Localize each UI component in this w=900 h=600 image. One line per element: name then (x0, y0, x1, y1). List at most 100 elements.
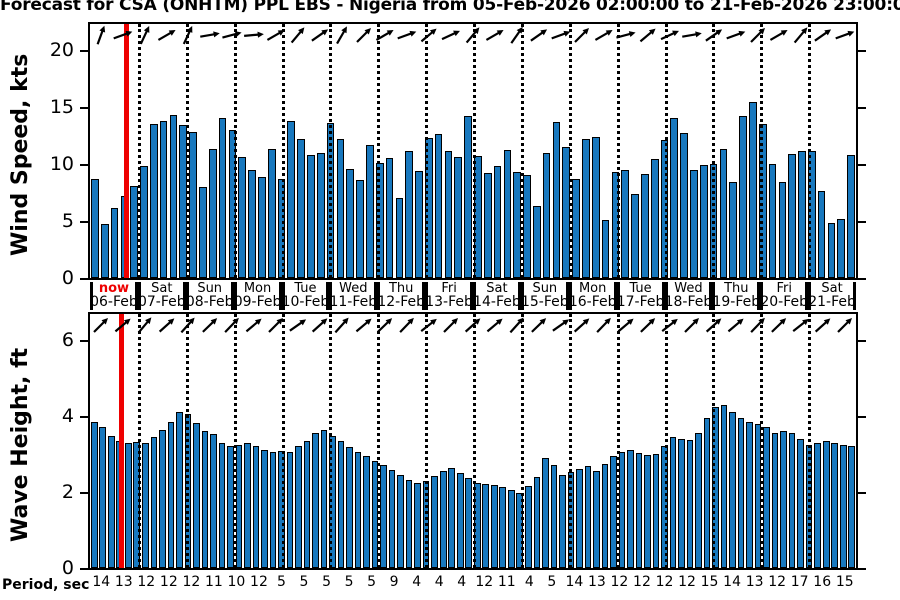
bar (678, 438, 685, 568)
bar (150, 124, 158, 278)
wind-direction-arrow (288, 25, 308, 45)
bar (652, 454, 660, 568)
wind-direction-arrow (833, 24, 856, 47)
bar (248, 169, 256, 278)
bar (768, 164, 777, 278)
now-line (123, 24, 129, 278)
bar (641, 174, 649, 278)
period-value: 5 (277, 574, 286, 590)
bar (439, 471, 447, 568)
bar (267, 149, 276, 278)
y-axis-tick (80, 50, 90, 52)
y-axis-tick (80, 164, 90, 166)
wind-direction-arrow (223, 316, 241, 334)
bar (258, 176, 266, 278)
bar (690, 169, 698, 278)
bar (385, 158, 394, 278)
bar (699, 165, 708, 278)
period-value: 13 (114, 574, 133, 590)
day-date-label: 15-Feb (520, 294, 569, 310)
period-value: 17 (790, 574, 809, 590)
bar (507, 490, 515, 568)
bar (788, 433, 796, 568)
day-cell: Sun 15-Feb (520, 282, 569, 310)
wind-direction-arrow (157, 316, 176, 335)
day-separator (473, 24, 476, 278)
bar (737, 417, 745, 568)
wave-height-plot: 0 2 4 6 (62, 312, 866, 579)
bar (490, 485, 498, 568)
day-date-label: 10-Feb (281, 294, 330, 310)
bar (297, 138, 305, 278)
day-of-week-label: Fri (776, 282, 792, 296)
day-date-label: 13-Feb (425, 294, 473, 310)
wind-direction-arrow (726, 315, 746, 335)
day-of-week-label: Wed (674, 282, 703, 296)
period-value: 12 (182, 574, 201, 590)
bar (798, 151, 806, 278)
bar (493, 166, 502, 278)
bar (631, 193, 639, 278)
day-date-label: 09-Feb (233, 294, 282, 310)
wind-direction-arrow (573, 26, 591, 44)
day-date-label: 12-Feb (377, 294, 426, 310)
wind-direction-arrow (638, 25, 658, 45)
bar (189, 132, 197, 278)
bar (303, 440, 311, 568)
day-separator (185, 24, 189, 278)
day-separator (520, 24, 524, 278)
period-strip: 14 13 12 12 12 11 10 12 5 5 5 5 5 9 4 4 4 12 11 4 5 14 13 12 12 1… (88, 574, 858, 598)
wind-direction-arrow (639, 316, 657, 334)
y-axis-tick (80, 492, 90, 494)
wind-direction-arrow (244, 315, 264, 335)
day-separator (425, 24, 429, 278)
y-axis-tick-right (856, 492, 866, 494)
day-of-week-label: Sat (821, 282, 843, 296)
y-axis-tick-right (856, 416, 866, 418)
bar (431, 476, 438, 568)
page-title: Forecast for CSA (ONHTM) PPL EBS - Niger… (0, 0, 900, 15)
bar (312, 433, 319, 568)
day-cell: Wed 11-Feb (329, 282, 378, 310)
wind-direction-arrow (748, 316, 766, 334)
wind-direction-arrow (528, 25, 549, 46)
bar (414, 482, 421, 568)
day-separator (520, 314, 524, 568)
now-line (119, 314, 125, 568)
bar (208, 149, 217, 278)
bar (363, 455, 370, 568)
bar (444, 151, 453, 278)
period-value: 13 (587, 574, 606, 590)
wind-direction-arrow (177, 24, 200, 47)
bar (513, 171, 522, 278)
day-separator (137, 24, 141, 278)
y-axis-tick-label: 6 (61, 329, 74, 351)
bar (482, 484, 490, 568)
day-separator (281, 314, 285, 568)
bar (91, 178, 99, 278)
wind-direction-arrow (354, 315, 374, 335)
y-axis-tick (80, 340, 90, 342)
bar (610, 455, 617, 568)
wind-direction-arrow (593, 24, 615, 46)
bar (286, 452, 294, 568)
period-axis-label: Period, sec (2, 577, 90, 593)
y-axis-tick-right (856, 340, 866, 342)
day-of-week-label: now (98, 282, 130, 296)
bar (627, 450, 634, 568)
wind-direction-arrow (507, 316, 526, 335)
wind-direction-arrow (463, 25, 483, 45)
bar (542, 152, 551, 278)
bar (827, 223, 836, 278)
period-value: 14 (92, 574, 111, 590)
wind-direction-arrow (573, 316, 592, 335)
bar (788, 153, 796, 278)
wind-direction-arrow (398, 316, 416, 334)
wind-direction-arrow (374, 24, 396, 46)
bar (336, 138, 345, 278)
wind-direction-arrow (660, 315, 680, 335)
day-cell: Mon 16-Feb (568, 282, 617, 310)
bar (572, 178, 580, 278)
bar (415, 170, 423, 278)
wind-direction-arrow (770, 316, 788, 334)
